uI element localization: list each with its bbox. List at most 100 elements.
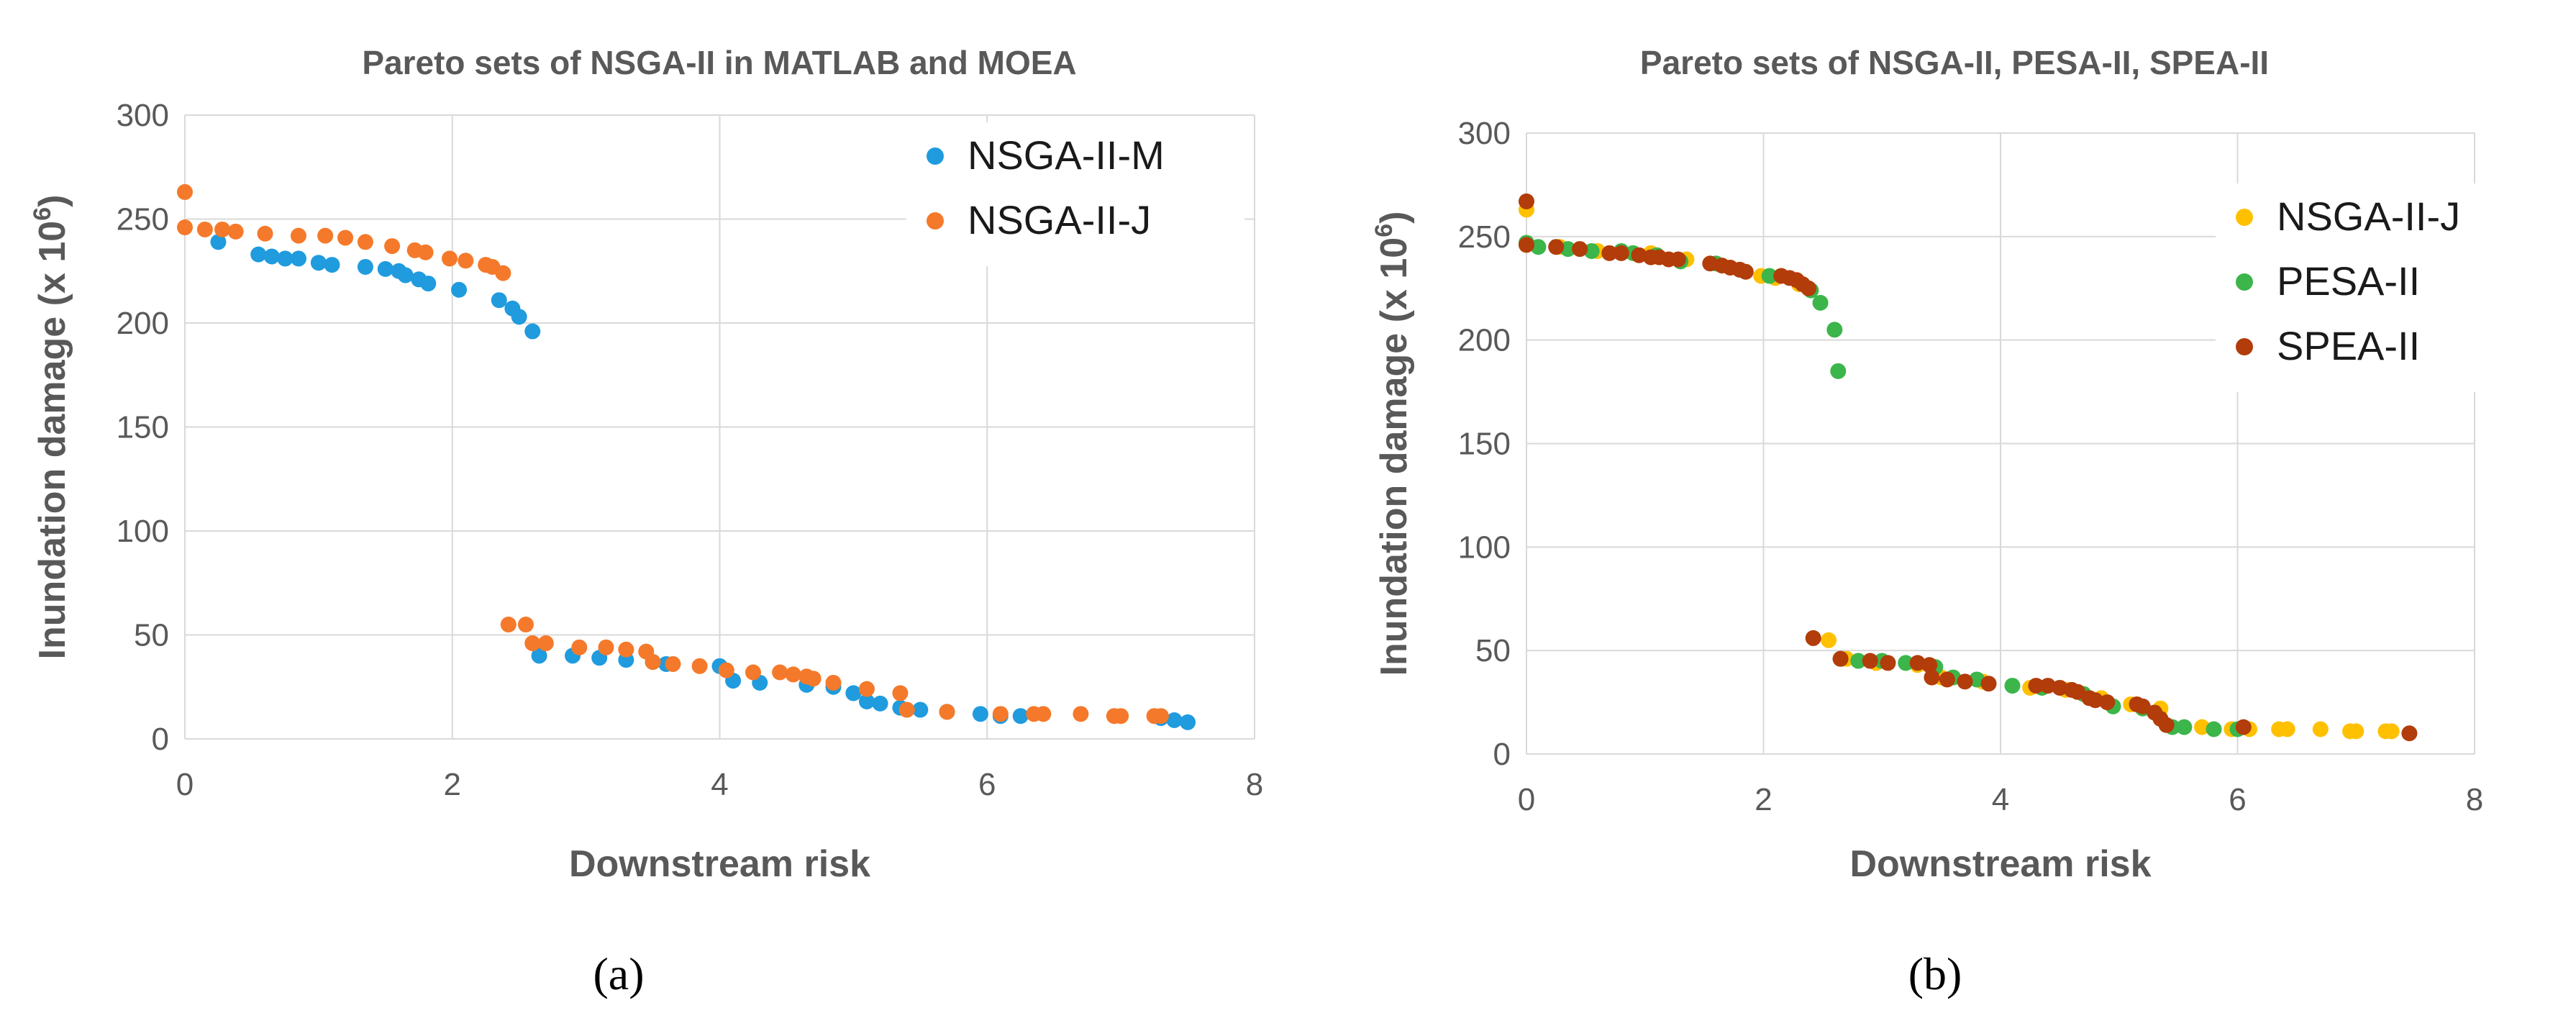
data-point — [898, 701, 915, 718]
data-point — [1826, 322, 1843, 338]
y-axis-label-close: ) — [1373, 212, 1415, 224]
data-point — [1761, 268, 1778, 284]
data-point — [1530, 239, 1547, 255]
data-point — [2134, 698, 2151, 714]
data-point — [277, 250, 293, 267]
data-point — [500, 617, 516, 633]
data-point — [2070, 683, 2086, 700]
data-point — [785, 666, 801, 683]
y-tick-label: 250 — [117, 202, 169, 237]
data-point — [2312, 721, 2329, 737]
legend-label: PESA-II — [2277, 258, 2420, 304]
data-point — [324, 257, 340, 273]
x-tick-label: 4 — [1992, 782, 2009, 817]
data-point — [571, 639, 588, 655]
data-point — [417, 244, 434, 260]
data-point — [1601, 245, 1618, 261]
data-point — [2099, 694, 2116, 711]
data-point — [1880, 655, 1896, 671]
data-point — [598, 639, 614, 655]
chart-title: Pareto sets of NSGA-II, PESA-II, SPEA-II — [1640, 44, 2269, 81]
data-point — [1035, 706, 1052, 722]
data-point — [2176, 719, 2193, 735]
data-point — [1909, 655, 1926, 671]
data-point — [537, 635, 554, 652]
data-point — [1073, 706, 1089, 722]
data-point — [1113, 708, 1129, 725]
x-tick-label: 8 — [1246, 767, 1263, 802]
y-tick-label: 0 — [1493, 737, 1511, 772]
y-tick-label: 250 — [1458, 219, 1511, 255]
y-axis-label: Inundation damage (x 106) — [1370, 212, 1415, 676]
data-point — [1957, 673, 1973, 690]
data-point — [691, 658, 708, 674]
data-point — [1670, 251, 1686, 268]
data-point — [872, 695, 888, 712]
data-point — [1830, 363, 1847, 379]
data-point — [858, 693, 875, 709]
data-point — [377, 260, 393, 277]
data-point — [2206, 721, 2222, 737]
y-tick-label: 200 — [1458, 323, 1511, 358]
data-point — [1921, 657, 1938, 673]
y-tick-label: 300 — [1458, 116, 1511, 151]
data-point — [772, 664, 788, 681]
x-tick-label: 0 — [176, 767, 194, 802]
data-point — [1572, 241, 1588, 258]
data-point — [214, 221, 231, 237]
data-point — [1862, 653, 1878, 669]
data-point — [420, 276, 437, 292]
data-point — [357, 234, 373, 250]
legend-marker — [2236, 338, 2253, 355]
data-point — [357, 258, 373, 275]
data-point — [665, 655, 681, 672]
data-point — [495, 265, 511, 281]
x-tick-label: 0 — [1518, 782, 1535, 817]
data-point — [2087, 692, 2103, 709]
data-point — [250, 246, 267, 263]
panel-label: (b) — [1908, 948, 1962, 999]
data-point — [858, 681, 875, 697]
data-point — [1812, 294, 1829, 311]
y-axis-label-close: ) — [32, 195, 73, 207]
data-point — [458, 253, 474, 269]
series-nsga-ii-j — [177, 183, 1169, 725]
data-point — [1166, 712, 1183, 728]
data-point — [2235, 719, 2252, 735]
data-point — [290, 250, 306, 267]
y-tick-label: 0 — [152, 722, 169, 757]
data-point — [1980, 676, 1997, 692]
data-point — [939, 704, 955, 720]
data-point — [2401, 725, 2418, 742]
y-tick-label: 50 — [134, 618, 169, 653]
series-nsga-ii-m — [210, 234, 1196, 730]
data-point — [1702, 255, 1719, 272]
x-axis-label: Downstream risk — [1849, 843, 2151, 885]
data-point — [337, 230, 354, 246]
y-tick-label: 100 — [117, 514, 169, 549]
x-tick-label: 8 — [2466, 782, 2483, 817]
data-point — [290, 227, 306, 244]
data-point — [227, 223, 244, 240]
data-point — [263, 248, 280, 265]
data-point — [825, 674, 842, 691]
data-point — [1737, 263, 1754, 280]
x-tick-label: 2 — [444, 767, 461, 802]
data-point — [718, 662, 734, 678]
data-point — [2158, 717, 2175, 733]
x-tick-label: 4 — [711, 767, 728, 802]
data-point — [2279, 721, 2295, 737]
data-point — [1805, 630, 1821, 646]
data-point — [1631, 247, 1647, 263]
panel-label: (a) — [593, 948, 644, 999]
y-axis-label-text: Inundation damage (x 10 — [1373, 237, 1415, 676]
legend-marker — [927, 212, 944, 230]
data-point — [1801, 280, 1817, 296]
x-axis-label: Downstream risk — [569, 843, 870, 885]
chart-panel-b: Pareto sets of NSGA-II, PESA-II, SPEA-II… — [1370, 44, 2554, 999]
data-point — [2028, 678, 2044, 694]
data-point — [1519, 193, 1534, 209]
y-tick-label: 200 — [117, 306, 169, 341]
data-point — [397, 267, 414, 283]
